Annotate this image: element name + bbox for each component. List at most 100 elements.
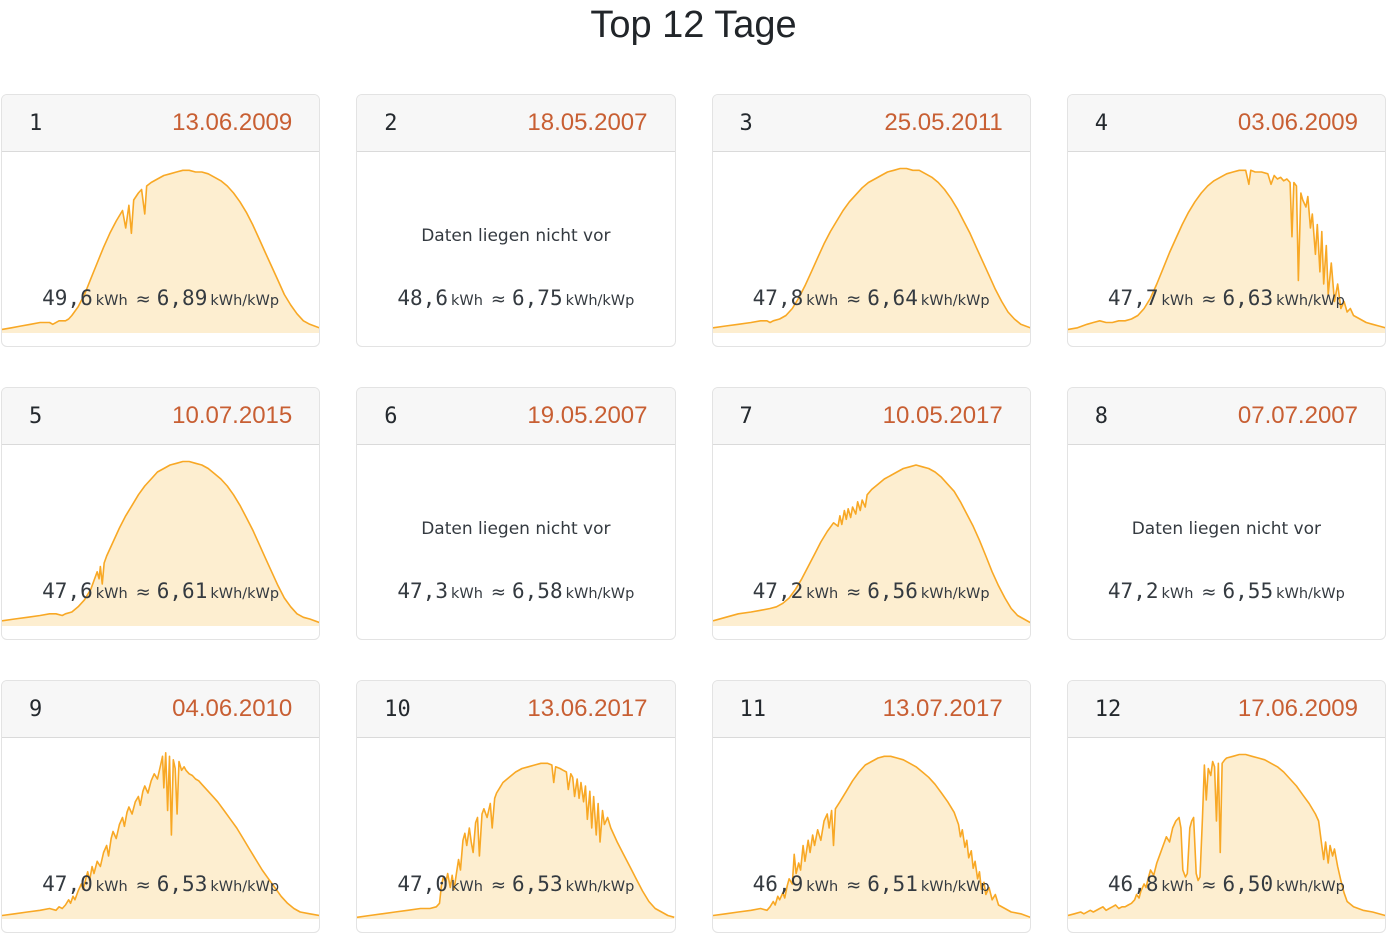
card-body: 47,7 kWh ≈6,63 kWh/kWp <box>1067 152 1385 346</box>
card-header: 8 07.07.2007 <box>1067 388 1385 446</box>
day-card: 12 17.06.2009 46,8 kWh ≈6,50 kWh/kWp <box>1066 680 1386 933</box>
energy-value: 47,2 kWh ≈6,55 kWh/kWp <box>1068 579 1385 603</box>
date-link[interactable]: 19.05.2007 <box>527 402 648 430</box>
rank-label: 8 <box>1094 403 1108 429</box>
specific-yield-value: 6,50 <box>1222 872 1274 897</box>
card-header: 10 13.06.2017 <box>357 681 675 739</box>
date-link[interactable]: 13.06.2017 <box>527 695 648 723</box>
day-card: 10 13.06.2017 47,0 kWh ≈6,53 kWh/kWp <box>356 680 676 933</box>
day-production-area-chart <box>712 755 1030 920</box>
rank-label: 12 <box>1094 696 1122 722</box>
card-header: 12 17.06.2009 <box>1067 681 1385 739</box>
kwh-per-kwp-unit-label: kWh/kWp <box>210 293 280 310</box>
rank-label: 4 <box>1094 110 1108 136</box>
kwh-per-kwp-unit-label: kWh/kWp <box>920 586 990 603</box>
kwh-unit-label: kWh <box>1161 293 1194 310</box>
kwh-unit-label: kWh <box>450 586 483 603</box>
energy-value: 46,8 kWh ≈6,50 kWh/kWp <box>1068 872 1385 896</box>
energy-value: 49,6 kWh ≈6,89 kWh/kWp <box>2 286 319 310</box>
rank-label: 5 <box>29 403 43 429</box>
kwh-unit-label: kWh <box>95 586 128 603</box>
card-header: 2 18.05.2007 <box>357 95 675 153</box>
total-kwh-value: 47,0 <box>397 872 448 897</box>
total-kwh-value: 47,7 <box>1107 286 1159 311</box>
page-title: Top 12 Tage <box>590 4 797 46</box>
total-kwh-value: 47,8 <box>752 286 804 311</box>
rank-label: 1 <box>29 110 43 136</box>
card-header: 7 10.05.2017 <box>712 388 1030 446</box>
date-link[interactable]: 10.05.2017 <box>882 402 1003 430</box>
rank-label: 7 <box>739 403 753 429</box>
date-link[interactable]: 07.07.2007 <box>1237 402 1358 430</box>
day-card: 9 04.06.2010 47,0 kWh ≈6,53 kWh/kWp <box>1 680 321 933</box>
kwh-per-kwp-unit-label: kWh/kWp <box>1276 586 1345 603</box>
kwh-unit-label: kWh <box>95 879 128 896</box>
specific-yield-value: 6,63 <box>1222 286 1274 311</box>
day-card: 6 19.05.2007 Daten liegen nicht vor 47,3… <box>356 387 676 641</box>
no-data-message: Daten liegen nicht vor <box>421 519 611 540</box>
rank-label: 9 <box>29 696 43 722</box>
day-production-area-chart <box>1067 754 1385 920</box>
day-production-area-chart <box>712 168 1030 334</box>
approx-symbol: ≈ <box>1201 289 1217 311</box>
total-kwh-value: 47,6 <box>42 579 93 604</box>
energy-value: 46,9 kWh ≈6,51 kWh/kWp <box>713 872 1030 896</box>
card-header: 9 04.06.2010 <box>2 681 320 739</box>
day-production-area-chart <box>2 169 320 334</box>
energy-value: 47,3 kWh ≈6,58 kWh/kWp <box>357 579 674 603</box>
kwh-per-kwp-unit-label: kWh/kWp <box>210 879 280 896</box>
total-kwh-value: 47,3 <box>397 579 448 604</box>
date-link[interactable]: 13.07.2017 <box>882 695 1003 723</box>
specific-yield-value: 6,89 <box>156 286 208 311</box>
energy-value: 47,0 kWh ≈6,53 kWh/kWp <box>357 872 674 896</box>
approx-symbol: ≈ <box>490 875 507 897</box>
energy-value: 47,6 kWh ≈6,61 kWh/kWp <box>2 579 319 603</box>
rank-label: 6 <box>384 403 398 429</box>
card-body: 46,8 kWh ≈6,50 kWh/kWp <box>1067 738 1385 932</box>
kwh-unit-label: kWh <box>95 293 128 310</box>
specific-yield-value: 6,53 <box>156 872 208 897</box>
card-header: 6 19.05.2007 <box>357 388 675 446</box>
date-link[interactable]: 18.05.2007 <box>527 109 648 137</box>
date-link[interactable]: 25.05.2011 <box>884 109 1003 137</box>
day-card: 5 10.07.2015 47,6 kWh ≈6,61 kWh/kWp <box>1 387 321 641</box>
approx-symbol: ≈ <box>846 875 862 897</box>
specific-yield-value: 6,58 <box>512 579 563 604</box>
kwh-per-kwp-unit-label: kWh/kWp <box>565 293 635 310</box>
approx-symbol: ≈ <box>135 875 151 897</box>
kwh-per-kwp-unit-label: kWh/kWp <box>920 879 990 896</box>
approx-symbol: ≈ <box>1201 582 1217 604</box>
specific-yield-value: 6,56 <box>867 579 918 604</box>
date-link[interactable]: 13.06.2009 <box>172 109 293 137</box>
card-body: 47,0 kWh ≈6,53 kWh/kWp <box>2 738 320 932</box>
kwh-per-kwp-unit-label: kWh/kWp <box>920 293 990 310</box>
kwh-unit-label: kWh <box>806 293 839 310</box>
kwh-unit-label: kWh <box>806 586 839 603</box>
card-body: 47,6 kWh ≈6,61 kWh/kWp <box>2 445 320 639</box>
card-header: 3 25.05.2011 <box>712 95 1030 153</box>
approx-symbol: ≈ <box>846 582 862 604</box>
day-production-area-chart <box>712 464 1030 627</box>
specific-yield-value: 6,51 <box>867 872 918 897</box>
day-production-area-chart <box>2 752 320 920</box>
kwh-per-kwp-unit-label: kWh/kWp <box>565 879 635 896</box>
specific-yield-value: 6,64 <box>867 286 918 311</box>
specific-yield-value: 6,61 <box>156 579 208 604</box>
kwh-unit-label: kWh <box>450 879 483 896</box>
date-link[interactable]: 10.07.2015 <box>172 402 293 430</box>
day-card: 3 25.05.2011 47,8 kWh ≈6,64 kWh/kWp <box>711 94 1031 348</box>
card-body: Daten liegen nicht vor 47,3 kWh ≈6,58 kWh/k… <box>357 445 674 639</box>
day-card: 8 07.07.2007 Daten liegen nicht vor 47,2… <box>1066 387 1386 641</box>
approx-symbol: ≈ <box>490 289 507 311</box>
day-card: 7 10.05.2017 47,2 kWh ≈6,56 kWh/kWp <box>711 387 1031 641</box>
date-link[interactable]: 04.06.2010 <box>172 695 293 723</box>
approx-symbol: ≈ <box>490 582 507 604</box>
total-kwh-value: 47,0 <box>42 872 93 897</box>
date-link[interactable]: 17.06.2009 <box>1237 695 1358 723</box>
card-header: 5 10.07.2015 <box>2 388 320 446</box>
card-body: 46,9 kWh ≈6,51 kWh/kWp <box>712 738 1030 932</box>
kwh-unit-label: kWh <box>806 879 839 896</box>
rank-label: 3 <box>739 110 753 136</box>
total-kwh-value: 47,2 <box>1107 579 1159 604</box>
date-link[interactable]: 03.06.2009 <box>1237 109 1358 137</box>
